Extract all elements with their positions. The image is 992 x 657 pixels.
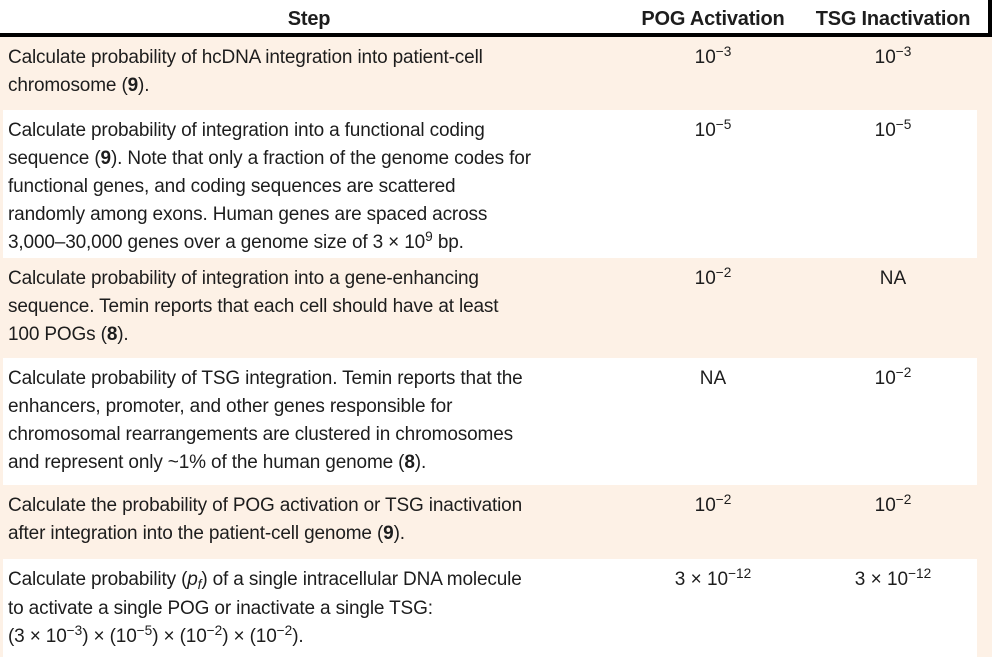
step-text-line: Calculate probability of integration int… [8, 120, 485, 141]
step-text-line: sequence. Temin reports that each cell s… [8, 296, 499, 317]
tsg-inactivation-value: 10−2 [874, 492, 912, 516]
step-cell: Calculate probability of hcDNA integrati… [0, 37, 618, 110]
right-tint-strip [977, 37, 992, 657]
table-body: Calculate probability of hcDNA integrati… [0, 37, 992, 657]
step-text-line: (3 × 10−3) × (10−5) × (10−2) × (10−2). [8, 623, 304, 647]
column-header-pog-activation: POG Activation [641, 8, 785, 30]
step-cell: Calculate probability of TSG integration… [0, 358, 618, 485]
table-header: Step POG Activation TSG Inactivation [0, 0, 992, 33]
step-cell: Calculate probability (pf) of a single i… [0, 559, 618, 657]
table-row: Calculate probability (pf) of a single i… [0, 559, 992, 657]
step-text-line: enhancers, promoter, and other genes res… [8, 396, 453, 417]
pog-activation-value: 3 × 10−12 [674, 566, 752, 590]
pog-activation-value: 10−2 [694, 492, 732, 516]
step-cell: Calculate probability of integration int… [0, 258, 618, 358]
step-text-line: sequence (9). Note that only a fraction … [8, 148, 531, 169]
pog-activation-value: 10−3 [694, 44, 732, 68]
table-row: Calculate probability of hcDNA integrati… [0, 37, 992, 110]
step-text-line: randomly among exons. Human genes are sp… [8, 204, 488, 225]
tsg-inactivation-value: 10−2 [874, 365, 912, 389]
pog-activation-value: 10−2 [694, 265, 732, 289]
left-tint-strip [0, 37, 3, 657]
table-row: Calculate probability of TSG integration… [0, 358, 992, 485]
pog-activation-value: NA [699, 368, 727, 389]
step-text-line: 100 POGs (8). [8, 324, 129, 345]
step-text-line: after integration into the patient-cell … [8, 523, 405, 544]
step-text-line: Calculate the probability of POG activat… [8, 495, 523, 516]
tsg-inactivation-value: 10−3 [874, 44, 912, 68]
step-text-line: to activate a single POG or inactivate a… [8, 598, 433, 619]
table-row: Calculate probability of integration int… [0, 258, 992, 358]
step-text-line: 3,000–30,000 genes over a genome size of… [8, 229, 464, 253]
step-cell: Calculate probability of integration int… [0, 110, 618, 258]
tsg-inactivation-value: 10−5 [874, 117, 912, 141]
table-row: Calculate probability of integration int… [0, 110, 992, 258]
step-text-line: and represent only ~1% of the human geno… [8, 452, 427, 473]
step-text-line: Calculate probability of hcDNA integrati… [8, 47, 483, 68]
step-text-line: Calculate probability (pf) of a single i… [8, 569, 522, 592]
header-rule [0, 33, 992, 37]
tsg-inactivation-value: 3 × 10−12 [854, 566, 932, 590]
step-text-line: Calculate probability of integration int… [8, 268, 479, 289]
column-header-step: Step [287, 8, 331, 30]
step-text-line: functional genes, and coding sequences a… [8, 176, 456, 197]
step-text-line: chromosomal rearrangements are clustered… [8, 424, 513, 445]
tsg-inactivation-value: NA [879, 268, 907, 289]
step-text-line: Calculate probability of TSG integration… [8, 368, 523, 389]
table-row: Calculate the probability of POG activat… [0, 485, 992, 559]
pog-activation-value: 10−5 [694, 117, 732, 141]
step-cell: Calculate the probability of POG activat… [0, 485, 618, 559]
header-right-edge [988, 0, 992, 37]
column-header-tsg-inactivation: TSG Inactivation [815, 8, 971, 30]
step-text-line: chromosome (9). [8, 75, 150, 96]
